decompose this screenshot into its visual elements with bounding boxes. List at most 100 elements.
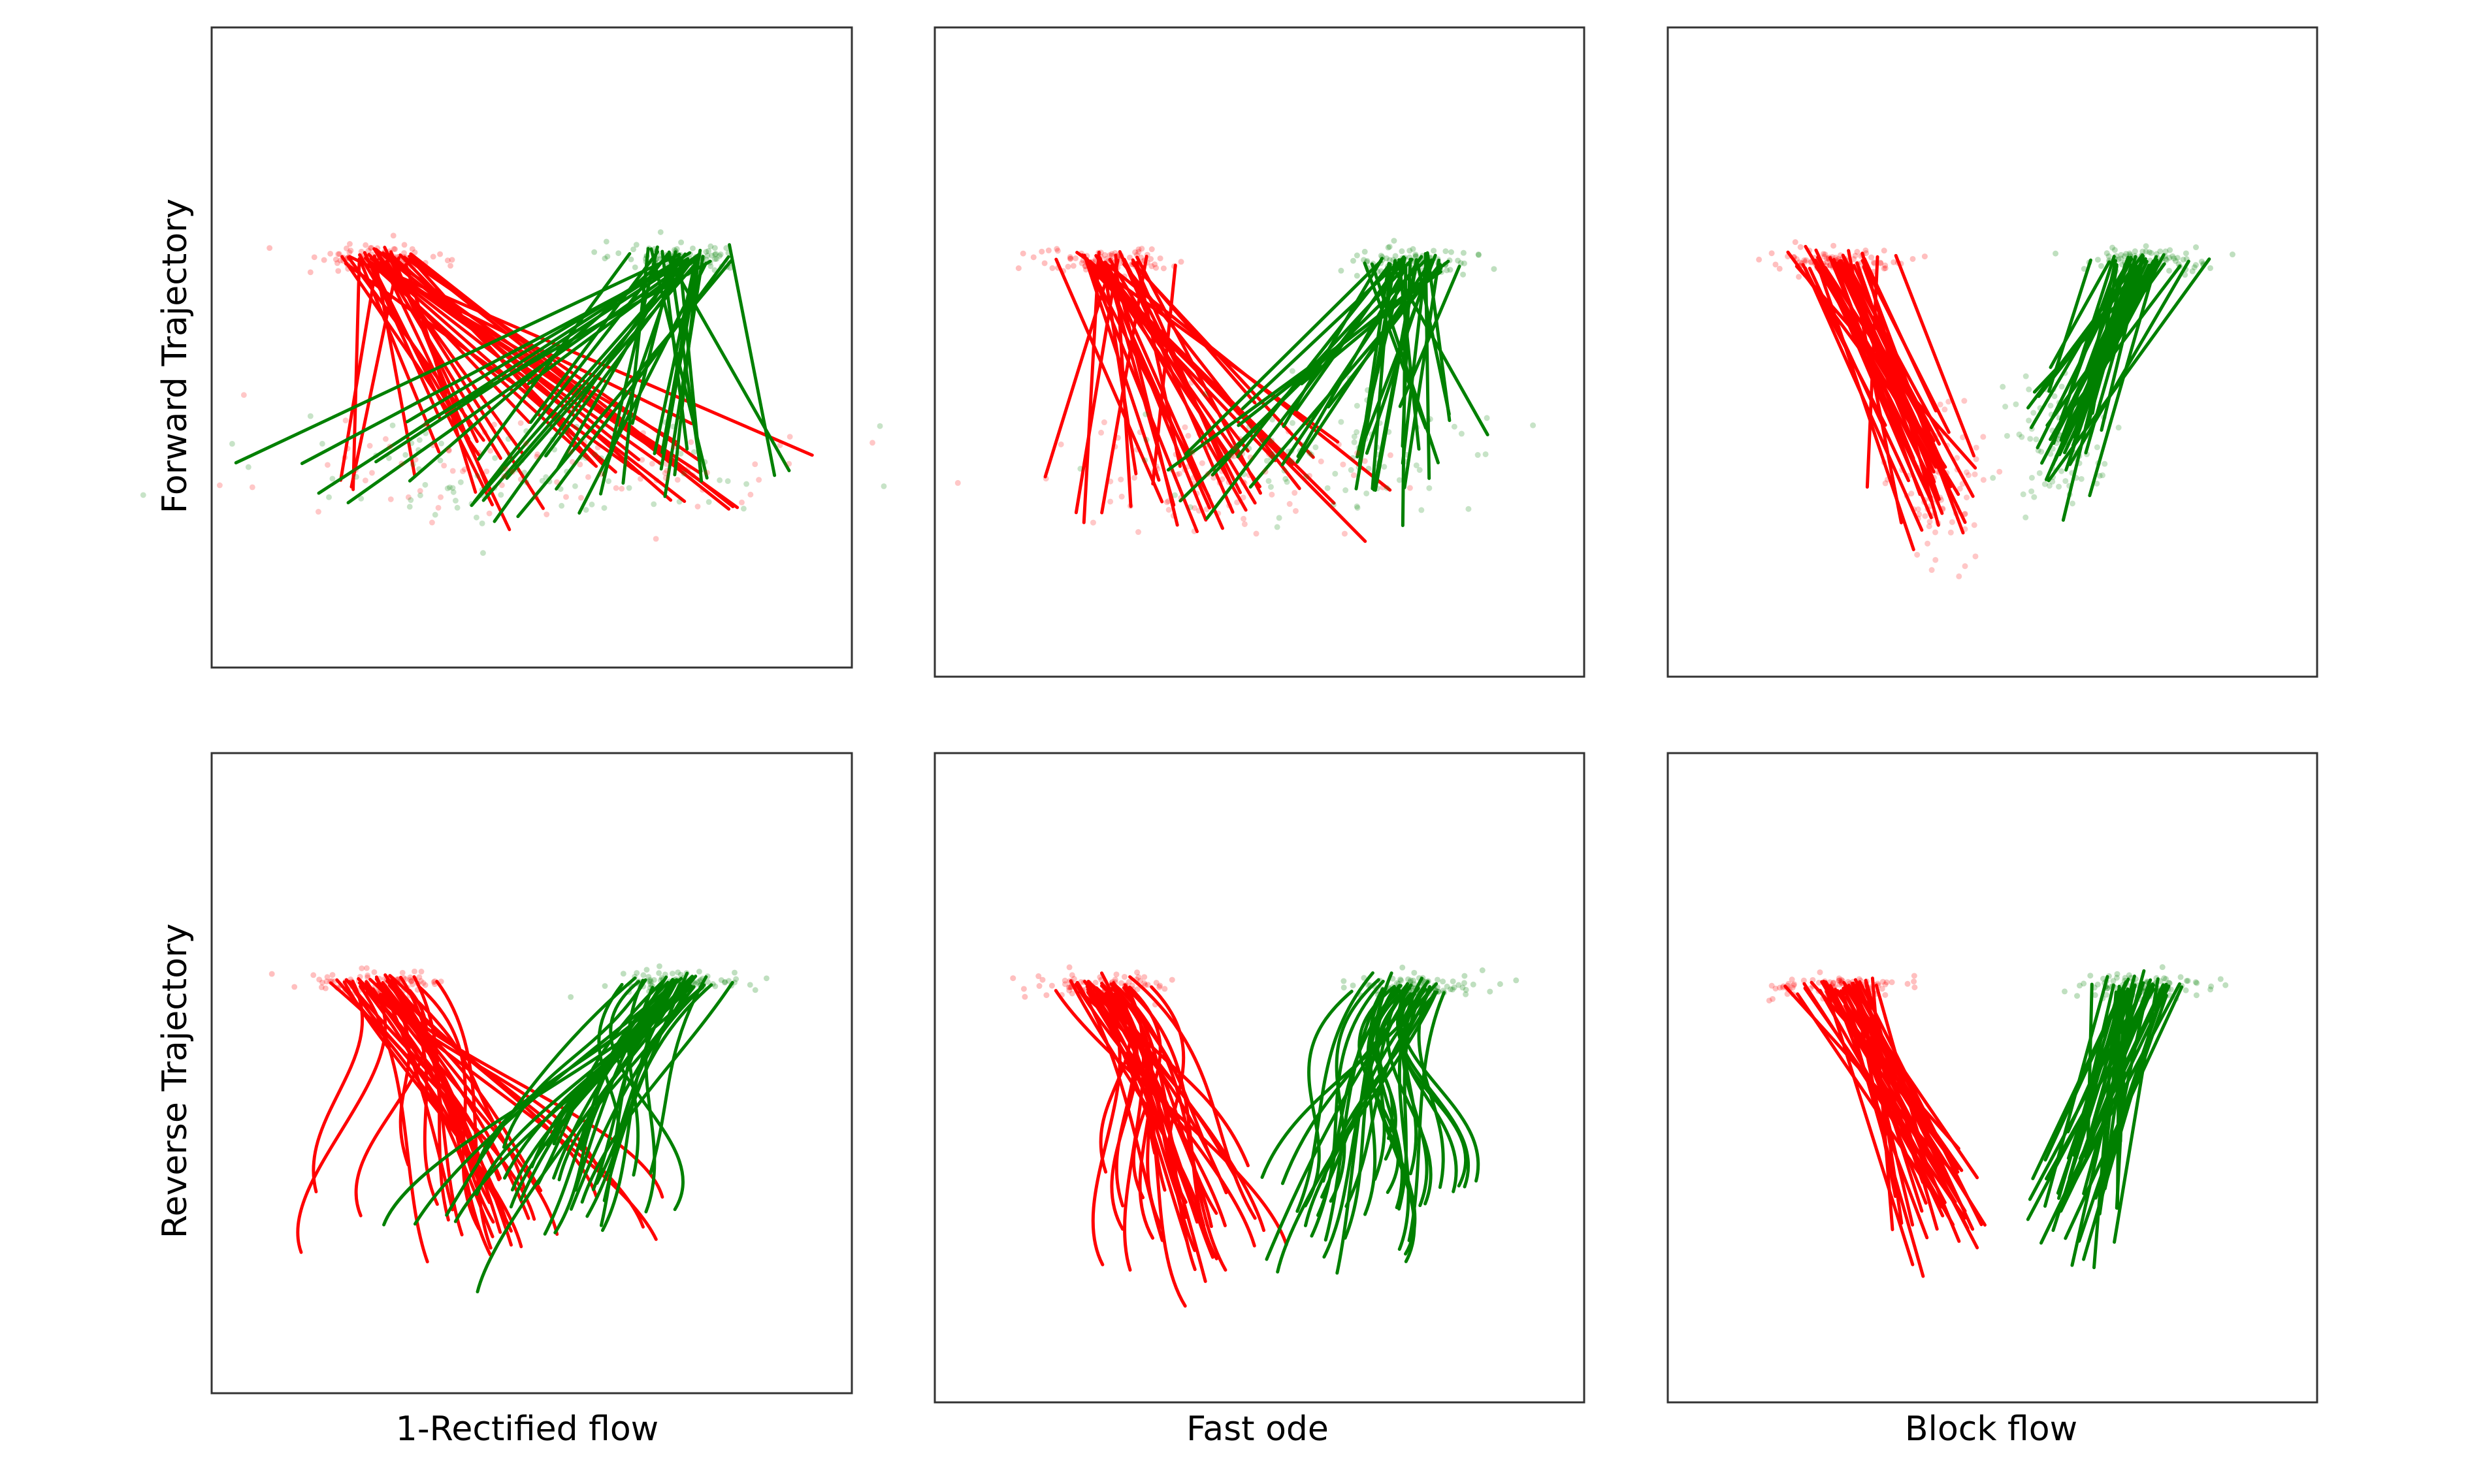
target-point-red [1926, 461, 1933, 468]
target-point-green [1351, 433, 1357, 440]
source-point-red [1789, 984, 1796, 991]
target-point-green [479, 487, 485, 493]
source-point-green [2165, 986, 2171, 992]
source-point-green [1447, 266, 1454, 273]
source-point-green [1394, 261, 1401, 268]
source-point-red [412, 976, 418, 982]
target-point-green [743, 481, 750, 487]
source-point-red [1086, 995, 1092, 1002]
source-point-green [2124, 259, 2131, 265]
trajectory-green [374, 257, 690, 464]
target-point-red [216, 482, 223, 489]
source-point-green [2171, 255, 2177, 262]
target-point-red [1916, 511, 1923, 517]
source-point-green [1406, 254, 1413, 261]
source-point-green [1405, 991, 1411, 997]
source-point-red [1079, 260, 1085, 266]
source-point-green [1413, 989, 1420, 995]
trajectory-green [2047, 258, 2092, 393]
source-point-red [1756, 256, 1762, 263]
source-point-green [658, 977, 664, 984]
source-point-green [2127, 251, 2134, 258]
source-point-red [1156, 984, 1163, 990]
source-point-green [666, 978, 673, 985]
target-point-green [1351, 439, 1357, 445]
trajectory-red [1113, 982, 1227, 1272]
source-point-red [409, 981, 415, 988]
source-point-red [1054, 248, 1061, 254]
target-point-red [1188, 379, 1195, 386]
source-point-red [1097, 270, 1104, 276]
source-point-red [1108, 257, 1114, 264]
source-point-red [1135, 249, 1142, 255]
source-point-green [670, 252, 677, 259]
source-point-red [382, 250, 388, 256]
source-point-red [1870, 268, 1877, 275]
target-point-green [1300, 442, 1307, 448]
source-point-green [2229, 251, 2235, 258]
source-point-green [698, 976, 704, 983]
target-point-green [521, 470, 528, 476]
source-point-green [1460, 250, 1467, 256]
target-point-green [2053, 440, 2060, 446]
source-point-green [2166, 267, 2173, 274]
source-point-red [1830, 263, 1836, 269]
source-point-red [1875, 982, 1881, 988]
source-point-red [1071, 976, 1077, 982]
source-point-red [395, 976, 401, 983]
source-point-green [1440, 978, 1446, 985]
source-point-red [1854, 249, 1860, 255]
source-point-green [1412, 985, 1419, 992]
target-point-green [1312, 444, 1319, 451]
trajectory-green [1401, 266, 1427, 465]
source-point-green [681, 982, 688, 988]
source-point-green [679, 992, 686, 997]
source-point-red [1128, 261, 1135, 268]
source-point-green [677, 971, 684, 978]
target-point-green [1338, 419, 1344, 425]
source-point-green [696, 261, 702, 268]
target-point-green [2056, 415, 2062, 421]
target-point-red [1931, 462, 1938, 469]
target-point-green [402, 451, 409, 458]
source-point-red [1862, 982, 1869, 988]
source-point-green [657, 982, 664, 988]
source-point-red [1082, 986, 1088, 993]
target-point-red [1240, 494, 1246, 501]
target-point-green [1267, 483, 1274, 490]
source-point-red [368, 245, 374, 251]
target-point-red [670, 455, 676, 461]
source-point-red [1035, 973, 1042, 980]
source-point-red [402, 261, 409, 267]
target-point-green [2013, 401, 2019, 408]
source-point-green [1397, 976, 1404, 982]
source-point-red [1800, 977, 1807, 984]
source-point-red [1144, 259, 1150, 266]
source-point-green [711, 245, 718, 251]
sample-points [268, 963, 770, 1003]
trajectory-red [335, 978, 513, 1233]
target-point-red [1350, 472, 1357, 479]
target-point-green [447, 484, 453, 491]
target-point-green [2026, 386, 2032, 393]
source-point-green [676, 984, 683, 991]
target-point-green [474, 472, 481, 479]
source-point-green [2126, 972, 2132, 978]
source-point-green [1401, 265, 1407, 272]
source-point-green [1374, 268, 1381, 275]
source-point-red [376, 255, 383, 261]
source-point-green [2132, 248, 2138, 255]
source-point-red [363, 965, 370, 971]
trajectories [1043, 250, 1489, 543]
source-point-green [1364, 257, 1371, 264]
trajectory-green [557, 982, 692, 1182]
source-point-green [712, 983, 719, 990]
source-point-green [2128, 982, 2135, 989]
source-point-red [444, 257, 451, 264]
source-point-red [356, 988, 363, 994]
source-point-red [1882, 262, 1889, 268]
target-point-green [2071, 418, 2077, 425]
source-point-red [1823, 255, 1830, 262]
target-point-red [1178, 494, 1184, 501]
source-point-red [1129, 982, 1135, 989]
